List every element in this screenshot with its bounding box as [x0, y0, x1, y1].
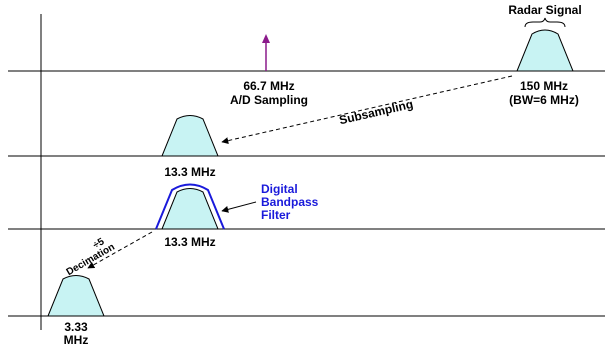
sampling-desc-label: A/D Sampling [230, 93, 308, 107]
sampling-marker-arrow [262, 34, 270, 43]
subsampled-spectrum-shape [161, 115, 219, 157]
subsampled-freq-label: 13.3 MHz [164, 165, 215, 179]
rf-bandwidth-label: (BW=6 MHz) [509, 93, 579, 107]
radar-signal-label: Radar Signal [508, 3, 581, 17]
filter-pointer-arrow [221, 201, 257, 213]
subsampling-label: Subsampling [338, 97, 415, 127]
filtered-spectrum-shape [161, 188, 219, 230]
rf-spectrum-shape [516, 29, 574, 72]
bandpass-filter-outline [155, 183, 225, 230]
decimated-spectrum-shape [47, 275, 105, 317]
filter-label-line1: Digital [261, 182, 298, 196]
decimation-label: Decimation [65, 242, 117, 278]
decimation-factor-label: ÷5 [91, 236, 106, 251]
filter-label-line3: Filter [261, 208, 291, 222]
filter-label-line2: Bandpass [261, 195, 319, 209]
rf-freq-label: 150 MHz [520, 79, 568, 93]
decimated-freq-unit: MHz [64, 333, 89, 346]
subsampling-arrow [221, 75, 513, 145]
sampling-freq-label: 66.7 MHz [243, 79, 294, 93]
bandwidth-brace [524, 17, 566, 28]
decimated-freq-value: 3.33 [64, 320, 88, 334]
filtered-freq-label: 13.3 MHz [164, 235, 215, 249]
decimation-arrow [87, 231, 153, 269]
